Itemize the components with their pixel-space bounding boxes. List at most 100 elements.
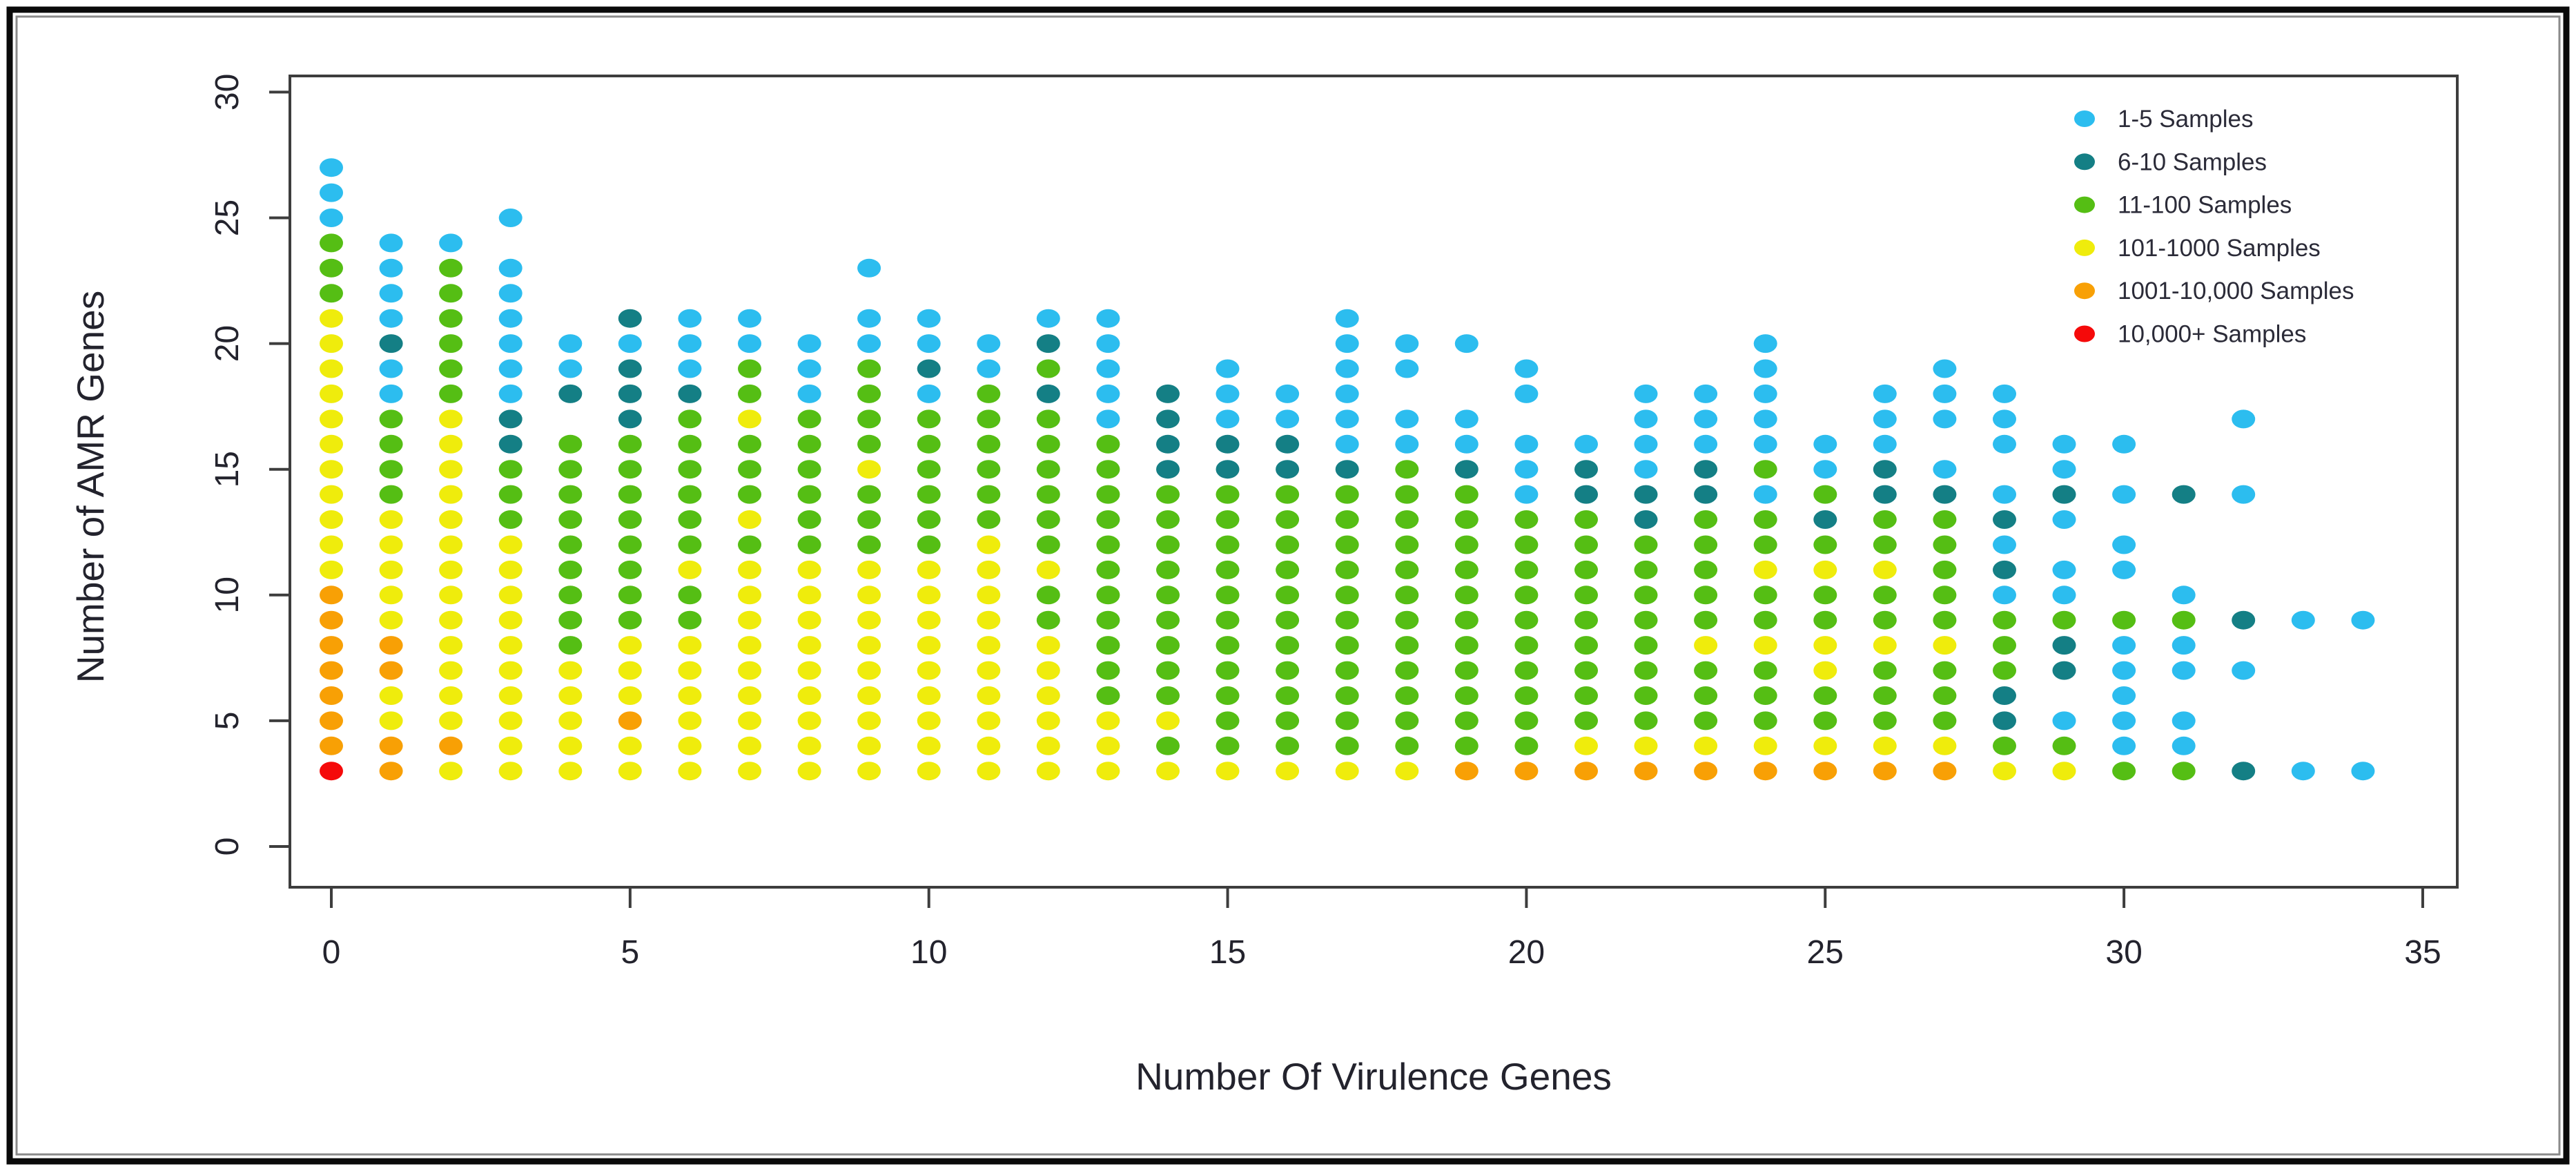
- data-point-x31-y9: [2172, 610, 2196, 630]
- data-point-x28-y18: [1993, 384, 2016, 403]
- data-point-x7-y17: [738, 409, 761, 429]
- data-point-x5-y21: [618, 309, 642, 328]
- data-point-x10-y19: [917, 359, 941, 378]
- y-tick-label: 15: [209, 451, 246, 487]
- data-point-x22-y8: [1634, 636, 1658, 655]
- data-point-x4-y10: [558, 586, 583, 605]
- data-point-x34-y9: [2351, 610, 2375, 630]
- data-point-x4-y12: [558, 535, 583, 554]
- data-point-x12-y19: [1036, 359, 1060, 378]
- legend-marker-B: [2074, 110, 2095, 127]
- data-point-x18-y7: [1395, 661, 1419, 680]
- data-point-x0-y27: [320, 158, 343, 177]
- data-point-x0-y18: [320, 384, 343, 403]
- data-point-x6-y12: [678, 535, 702, 554]
- data-point-x1-y7: [379, 661, 403, 680]
- data-point-x9-y11: [857, 560, 881, 579]
- data-point-x24-y19: [1753, 359, 1777, 378]
- data-point-x10-y16: [917, 434, 941, 454]
- data-point-x30-y9: [2112, 610, 2136, 630]
- data-point-x9-y14: [857, 485, 881, 504]
- data-point-x1-y16: [379, 434, 403, 454]
- data-point-x24-y10: [1753, 586, 1777, 605]
- data-point-x3-y18: [498, 384, 523, 403]
- data-point-x1-y3: [379, 762, 403, 781]
- y-axis-title: Number of AMR Genes: [69, 291, 112, 684]
- data-point-x27-y13: [1933, 510, 1957, 529]
- data-point-x27-y6: [1933, 686, 1957, 705]
- data-point-x3-y5: [498, 711, 523, 730]
- data-point-x8-y10: [797, 586, 821, 605]
- data-point-x20-y10: [1514, 586, 1539, 605]
- data-point-x12-y4: [1036, 736, 1060, 755]
- data-point-x5-y13: [618, 510, 642, 529]
- data-point-x2-y12: [439, 535, 463, 554]
- data-point-x18-y3: [1395, 762, 1419, 781]
- data-point-x18-y6: [1395, 686, 1419, 705]
- data-point-x22-y17: [1634, 409, 1658, 429]
- data-point-x21-y6: [1574, 686, 1598, 705]
- data-point-x1-y23: [379, 258, 403, 278]
- data-point-x10-y9: [917, 610, 941, 630]
- data-point-x0-y5: [320, 711, 343, 730]
- data-point-x23-y9: [1694, 610, 1718, 630]
- data-point-x23-y5: [1694, 711, 1718, 730]
- data-point-x12-y15: [1036, 460, 1060, 479]
- data-point-x11-y15: [977, 460, 1001, 479]
- data-point-x26-y6: [1873, 686, 1897, 705]
- data-point-x11-y11: [977, 560, 1001, 579]
- data-point-x17-y6: [1335, 686, 1359, 705]
- data-point-x0-y9: [320, 610, 343, 630]
- x-tick-label: 30: [2105, 934, 2142, 971]
- data-point-x17-y4: [1335, 736, 1359, 755]
- data-point-x23-y12: [1694, 535, 1718, 554]
- data-point-x17-y21: [1335, 309, 1359, 328]
- data-point-x13-y13: [1096, 510, 1120, 529]
- data-point-x15-y18: [1216, 384, 1240, 403]
- data-point-x2-y16: [439, 434, 463, 454]
- data-point-x2-y8: [439, 636, 463, 655]
- data-point-x13-y9: [1096, 610, 1120, 630]
- data-point-x21-y16: [1574, 434, 1598, 454]
- data-point-x17-y5: [1335, 711, 1359, 730]
- data-point-x1-y9: [379, 610, 403, 630]
- data-point-x26-y16: [1873, 434, 1897, 454]
- data-point-x21-y7: [1574, 661, 1598, 680]
- data-point-x14-y17: [1156, 409, 1180, 429]
- legend-entry: 1-5 Samples: [2074, 106, 2253, 133]
- data-point-x22-y15: [1634, 460, 1658, 479]
- data-point-x8-y4: [797, 736, 821, 755]
- data-point-x12-y6: [1036, 686, 1060, 705]
- data-point-x6-y5: [678, 711, 702, 730]
- data-point-x3-y16: [498, 434, 523, 454]
- data-point-x16-y4: [1276, 736, 1300, 755]
- data-point-x14-y18: [1156, 384, 1180, 403]
- data-point-x17-y9: [1335, 610, 1359, 630]
- data-point-x19-y4: [1454, 736, 1479, 755]
- data-point-x11-y4: [977, 736, 1001, 755]
- data-point-x25-y4: [1813, 736, 1837, 755]
- data-point-x3-y7: [498, 661, 523, 680]
- data-point-x24-y11: [1753, 560, 1777, 579]
- data-point-x30-y7: [2112, 661, 2136, 680]
- data-point-x21-y15: [1574, 460, 1598, 479]
- data-point-x3-y10: [498, 586, 523, 605]
- data-point-x26-y8: [1873, 636, 1897, 655]
- data-point-x21-y9: [1574, 610, 1598, 630]
- data-point-x12-y7: [1036, 661, 1060, 680]
- data-point-x19-y6: [1454, 686, 1479, 705]
- data-point-x30-y12: [2112, 535, 2136, 554]
- data-point-x0-y20: [320, 334, 343, 354]
- data-point-x23-y17: [1694, 409, 1718, 429]
- data-point-x20-y13: [1514, 510, 1539, 529]
- data-point-x8-y5: [797, 711, 821, 730]
- data-point-x19-y20: [1454, 334, 1479, 354]
- data-point-x3-y11: [498, 560, 523, 579]
- data-point-x16-y3: [1276, 762, 1300, 781]
- data-point-x24-y4: [1753, 736, 1777, 755]
- data-point-x8-y3: [797, 762, 821, 781]
- data-point-x5-y6: [618, 686, 642, 705]
- data-point-x29-y9: [2052, 610, 2076, 630]
- data-point-x22-y7: [1634, 661, 1658, 680]
